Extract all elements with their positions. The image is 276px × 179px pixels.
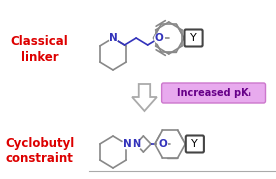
Text: O: O	[158, 139, 167, 149]
Text: N: N	[132, 139, 140, 149]
Text: N: N	[123, 139, 132, 149]
Text: O: O	[155, 33, 164, 43]
Text: Classical
linker: Classical linker	[11, 35, 68, 64]
FancyBboxPatch shape	[162, 83, 266, 103]
Text: Y: Y	[192, 139, 198, 149]
Text: Cyclobutyl
constraint: Cyclobutyl constraint	[5, 137, 74, 166]
FancyBboxPatch shape	[186, 136, 204, 153]
Text: N: N	[109, 33, 117, 43]
Text: Y: Y	[190, 33, 197, 43]
FancyBboxPatch shape	[184, 30, 203, 47]
Polygon shape	[132, 84, 157, 111]
Text: Increased pKᵢ: Increased pKᵢ	[177, 88, 250, 98]
